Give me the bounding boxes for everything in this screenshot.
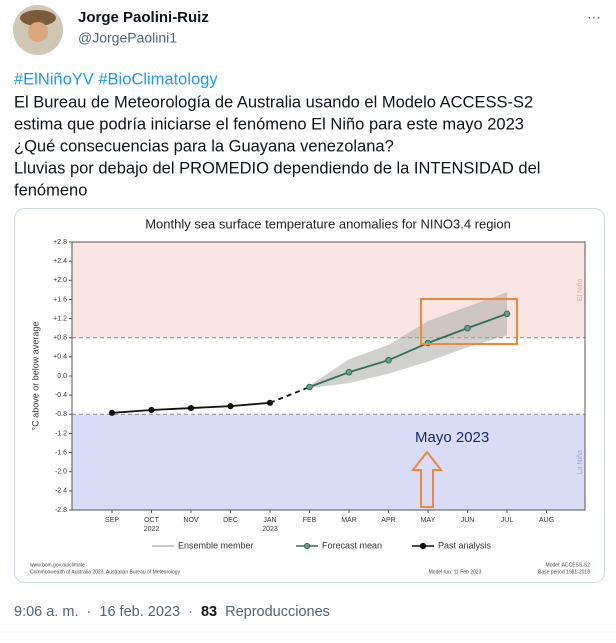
user-name[interactable]: Jorge Paolini-Ruiz [78,9,209,26]
y-tick-label: 0.0 [57,373,67,380]
data-point [306,383,313,391]
data-point [227,403,234,410]
separator: · [188,604,193,620]
y-tick-label: +2.0 [53,277,67,284]
footer-text: Commonwealth of Australia 2023, Australi… [30,569,181,575]
arrow [410,450,444,508]
y-tick-label: -1.6 [55,449,67,456]
y-axis-label: °C above or below average [30,322,40,431]
body-line: fenómeno [14,181,87,199]
avatar-face [28,22,48,42]
footer-text: Model: ACCESS-S2 [546,562,591,568]
x-tick-label: OCT [144,517,160,524]
connector [269,386,310,404]
la-nina-zone [72,414,585,510]
views-count: 83 [201,604,217,620]
footer-text: Base period 1981-2018 [538,569,590,575]
data-point [266,399,274,406]
data-point [464,324,471,332]
footer-text: www.bom.gov.au/climate [30,562,85,568]
series-line [309,312,508,388]
legend-label: Past analysis [438,540,492,550]
date[interactable]: 16 feb. 2023 [99,604,180,620]
x-tick-sublabel: 2022 [144,526,160,533]
x-tick-label: JUL [501,517,514,524]
ensemble-spread [309,292,507,388]
more-button[interactable]: ··· [587,9,601,25]
time[interactable]: 9:06 a. m. [14,604,78,620]
el-nino-zone [72,242,585,338]
x-tick-label: APR [381,517,395,524]
views-label: Reproducciones [225,604,330,620]
meta: 9:06 a. m. · 16 feb. 2023 · 83 Reproducc… [14,604,330,620]
y-tick-label: +2.4 [53,258,67,265]
legend-label: Forecast mean [322,540,382,550]
body-line: Lluvias por debajo del PROMEDIO dependie… [14,159,540,177]
y-tick-label: -0.4 [55,392,67,399]
x-tick-label: MAY [421,517,436,524]
chart-title: Monthly sea surface temperature anomalie… [145,216,511,231]
x-tick-label: FEB [303,517,317,524]
x-tick-label: SEP [105,517,119,524]
data-point [503,310,511,318]
chart: Monthly sea surface temperature anomalie… [30,216,590,575]
avatar-hat [20,10,56,26]
data-point [148,406,155,414]
hashtags[interactable]: #ElNiñoYV #BioClimatology [14,70,218,88]
y-tick-label: -2.0 [55,469,67,476]
body-line: estima que podría iniciarse el fenómeno … [14,115,524,133]
legend-marker [303,542,311,550]
y-tick-label: +1.6 [53,296,67,303]
x-tick-label: JUN [461,517,475,524]
x-tick-label: JAN [263,517,276,524]
y-tick-label: +2.8 [53,239,67,246]
body-line: El Bureau de Meteorología de Australia u… [14,93,533,111]
footer-text: Model run: 11 Feb 2023 [429,569,482,575]
data-point [385,356,392,364]
x-tick-label: DEC [223,517,238,524]
separator: · [87,604,92,620]
user-handle[interactable]: @JorgePaolini1 [78,30,177,46]
legend-label: Ensemble member [178,540,254,550]
body-line: ¿Qué consecuencias para la Guayana venez… [14,137,394,155]
x-tick-label: MAR [341,517,357,524]
y-tick-label: -2.8 [55,507,67,514]
legend-marker [419,542,427,550]
y-tick-label: -0.8 [55,411,67,418]
x-tick-label: AUG [539,517,554,524]
zone-label: La Niña [577,450,584,474]
y-tick-label: +1.2 [53,315,67,322]
data-point [108,409,116,416]
data-point [187,404,195,412]
tweet-body: El Bureau de Meteorología de Australia u… [14,93,540,199]
y-tick-label: -2.4 [55,488,67,495]
y-tick-label: +0.4 [53,354,67,361]
data-point [345,368,353,376]
y-tick-label: +0.8 [53,335,67,342]
annotation: Mayo 2023 [415,429,489,446]
highlight-box [420,298,518,345]
zone-label: El Niño [577,278,584,301]
y-tick-label: -1.2 [55,430,67,437]
x-tick-label: NOV [183,517,199,524]
x-tick-sublabel: 2023 [262,526,278,533]
